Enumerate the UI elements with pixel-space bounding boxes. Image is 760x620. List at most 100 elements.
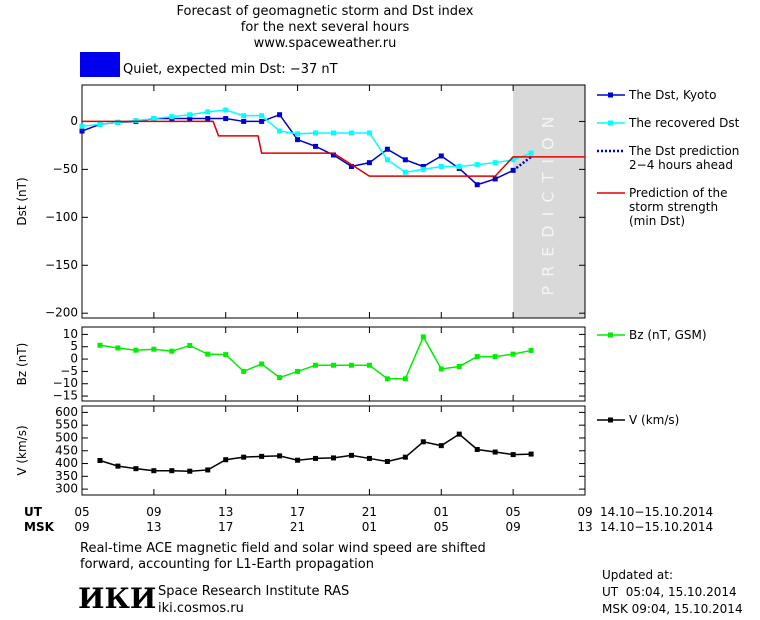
data-point — [438, 443, 444, 449]
data-point — [115, 463, 121, 469]
y-axis-label: Dst (nT) — [15, 177, 29, 225]
y-tick-label: −50 — [53, 162, 78, 176]
y-tick-label: 300 — [55, 482, 78, 496]
data-point — [420, 334, 426, 340]
data-point — [528, 150, 534, 156]
data-point — [259, 361, 265, 367]
data-point — [187, 112, 193, 118]
panel-frame — [81, 84, 586, 319]
data-point — [438, 164, 444, 170]
data-point — [528, 451, 534, 457]
y-tick-label: 5 — [70, 339, 78, 353]
status-label: Quiet, expected min Dst: −37 nT — [123, 62, 338, 77]
data-point — [510, 351, 516, 357]
data-point — [295, 137, 301, 143]
y-tick-label: 500 — [55, 430, 78, 444]
data-point — [187, 116, 193, 122]
data-point — [277, 375, 283, 381]
y-tick-label: −100 — [45, 210, 78, 224]
data-point — [151, 116, 157, 122]
data-point — [151, 468, 157, 474]
y-tick-label: −10 — [53, 376, 78, 390]
data-point — [241, 118, 247, 124]
data-point — [528, 347, 534, 353]
prediction-band — [513, 85, 585, 318]
y-tick-label: 0 — [70, 352, 78, 366]
site: iki.cosmos.ru — [158, 601, 244, 616]
x-tick-label: 13 — [146, 520, 161, 534]
legend-label: V (km/s) — [629, 413, 680, 427]
data-point — [115, 119, 121, 125]
data-point — [474, 162, 480, 168]
data-point — [259, 453, 265, 459]
data-point — [384, 146, 390, 152]
data-point — [295, 131, 301, 137]
data-point — [331, 455, 336, 461]
x-tick-label: 17 — [218, 520, 233, 534]
data-point — [277, 112, 283, 118]
data-point — [169, 348, 175, 354]
data-point — [259, 118, 265, 124]
date-range: 14.10−15.10.2014 — [600, 505, 713, 519]
y-axis-label: V (km/s) — [15, 425, 29, 475]
x-tick-label: 21 — [362, 505, 377, 519]
x-tick-label: 05 — [434, 520, 449, 534]
data-point — [456, 164, 462, 170]
data-point — [313, 455, 319, 461]
data-point — [223, 107, 229, 113]
x-tick-label: 01 — [362, 520, 377, 534]
data-point — [366, 362, 372, 368]
data-point — [241, 454, 247, 460]
legend-label: Bz (nT, GSM) — [629, 328, 707, 342]
data-point — [133, 347, 139, 353]
data-point — [223, 457, 229, 463]
data-point — [348, 130, 354, 136]
y-tick-label: −5 — [60, 364, 78, 378]
data-point — [456, 363, 462, 369]
data-point — [492, 354, 498, 360]
y-tick-label: 350 — [55, 469, 78, 483]
data-point — [384, 376, 390, 382]
y-tick-label: −15 — [53, 389, 78, 403]
series-line — [82, 120, 585, 177]
data-point — [205, 109, 211, 115]
series-line — [81, 109, 532, 174]
data-point — [133, 117, 139, 123]
data-point — [438, 153, 444, 159]
y-tick-label: 10 — [63, 327, 78, 341]
data-point — [384, 157, 390, 163]
data-point — [331, 362, 336, 368]
y-tick-label: 550 — [55, 418, 78, 432]
x-tick-label: 09 — [74, 520, 89, 534]
legend-marker — [608, 92, 613, 98]
data-point — [402, 454, 408, 460]
data-point — [366, 160, 372, 166]
data-point — [241, 113, 247, 119]
data-point — [169, 114, 175, 120]
org: Space Research Institute RAS — [158, 584, 350, 599]
data-point — [492, 160, 498, 166]
data-point — [492, 449, 498, 455]
data-point — [366, 130, 372, 136]
y-tick-label: 450 — [55, 443, 78, 457]
logo: ИКИ — [78, 582, 157, 615]
data-point — [402, 157, 408, 163]
data-point — [420, 166, 426, 172]
status-swatch — [80, 52, 120, 77]
data-point — [313, 143, 319, 149]
data-point — [223, 116, 229, 122]
data-point — [420, 164, 426, 170]
y-tick-label: −200 — [45, 306, 78, 320]
legend-label: The Dst prediction 2−4 hours ahead — [629, 144, 740, 172]
data-point — [313, 130, 319, 136]
data-point — [115, 345, 121, 351]
data-point — [348, 452, 354, 458]
data-point — [331, 130, 336, 136]
panel-frame — [81, 405, 586, 496]
data-point — [402, 376, 408, 382]
data-point — [510, 167, 516, 173]
data-point — [313, 362, 319, 368]
data-point — [492, 176, 498, 182]
updated-msk: MSK 09:04, 15.10.2014 — [602, 602, 743, 616]
